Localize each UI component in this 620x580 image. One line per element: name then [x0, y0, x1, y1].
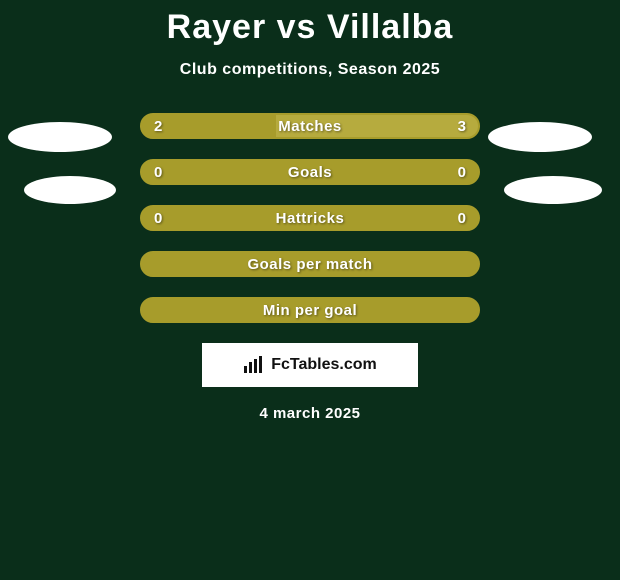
decorative-oval: [504, 176, 602, 204]
decorative-oval: [8, 122, 112, 152]
value-left: 2: [154, 118, 162, 135]
brand-label: FcTables.com: [271, 356, 377, 374]
bar-track: Goals0 0: [140, 159, 480, 185]
bar-track: Goals per match: [140, 251, 480, 277]
compare-row: Min per goal: [0, 297, 620, 323]
bar-track: Matches2 3: [140, 113, 480, 139]
bar-track: Hattricks0 0: [140, 205, 480, 231]
decorative-oval: [24, 176, 116, 204]
date-text: 4 march 2025: [0, 405, 620, 422]
value-left: 0: [154, 164, 162, 181]
row-label: Hattricks: [142, 210, 478, 227]
subtitle: Club competitions, Season 2025: [0, 61, 620, 79]
value-right: 0: [458, 210, 466, 227]
compare-row: Hattricks0 0: [0, 205, 620, 231]
page-title: Rayer vs Villalba: [0, 0, 620, 47]
row-label: Goals: [142, 164, 478, 181]
brand-badge: FcTables.com: [202, 343, 418, 387]
compare-row: Goals per match: [0, 251, 620, 277]
row-label: Goals per match: [142, 256, 478, 273]
decorative-oval: [488, 122, 592, 152]
row-label: Matches: [142, 118, 478, 135]
row-label: Min per goal: [142, 302, 478, 319]
value-left: 0: [154, 210, 162, 227]
bar-track: Min per goal: [140, 297, 480, 323]
value-right: 3: [458, 118, 466, 135]
value-right: 0: [458, 164, 466, 181]
brand-bars-icon: [243, 356, 265, 374]
